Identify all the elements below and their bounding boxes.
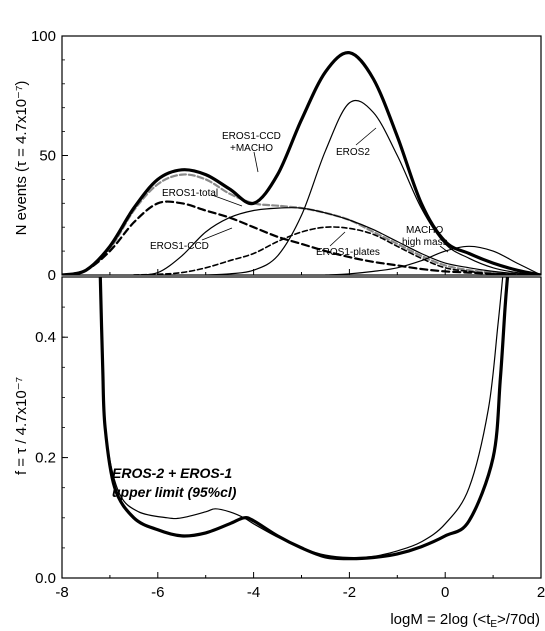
leader-eros1-total [211, 194, 243, 207]
annot-eros1-ccd: EROS1-CCD [150, 241, 209, 252]
x-tick-label-2: -4 [247, 584, 260, 601]
y-tick-label-0-0: 0 [48, 267, 56, 284]
annot-eros2: EROS2 [336, 147, 370, 158]
top-panel: 0 50 100 [31, 28, 542, 284]
annot-eros1ccd-macho-line1: EROS1-CCD [222, 131, 281, 142]
leader-macho [439, 245, 449, 253]
annot-macho-line2: high mass [402, 237, 448, 248]
x-tick-label-4: 0 [441, 584, 449, 601]
y-tick-label-0-1: 50 [39, 148, 56, 165]
leader-eros1-plates [329, 231, 346, 247]
leader-eros2 [355, 127, 377, 146]
annot-eros1-total: EROS1-total [162, 188, 218, 199]
x-tick-label-5: 2 [537, 584, 545, 601]
series-line-1-1 [99, 277, 504, 559]
series-line-0-6 [324, 245, 541, 275]
y-tick-label-1-2: 0.4 [35, 329, 56, 346]
series-line-0-5 [133, 207, 541, 275]
x-tick-label-1: -6 [151, 584, 164, 601]
series-line-0-1 [205, 99, 541, 275]
series-line-1-0 [98, 277, 510, 561]
bottom-annotations: EROS-2 + EROS-1 upper limit (95%cl) [112, 465, 237, 500]
x-tick-label-3: -2 [343, 584, 356, 601]
bottom-panel: 0.0 0.2 0.4 -8 -6 -4 -2 0 2 [35, 276, 545, 601]
plot-frame-1 [61, 276, 542, 579]
leader-ccd-macho [253, 151, 259, 173]
series-line-0-3 [62, 200, 541, 275]
top-y-axis-title: N events (τ = 4.7x10⁻⁷) [13, 81, 30, 236]
series-line-0-2 [62, 173, 541, 275]
x-tick-label-0: -8 [55, 584, 68, 601]
annot-eros1ccd-macho-line2: +MACHO [230, 143, 273, 154]
bottom-y-axis-title: f = τ / 4.7x10⁻⁷ [13, 377, 30, 475]
y-tick-label-0-2: 100 [31, 28, 56, 45]
y-tick-label-1-0: 0.0 [35, 570, 56, 587]
annot-eros1-plates: EROS1-plates [316, 247, 380, 258]
annot-macho-line1: MACHO [406, 225, 443, 236]
plot-frame-0 [61, 35, 542, 276]
series-line-0-0 [62, 51, 541, 275]
annot-upper-limit-line1: EROS-2 + EROS-1 [112, 465, 232, 481]
x-axis-title: logM = 2log (<tE>/70d) [390, 611, 540, 630]
y-tick-label-1-1: 0.2 [35, 450, 56, 467]
annot-upper-limit-line2: upper limit (95%cl) [112, 484, 237, 500]
leader-eros1-ccd [201, 227, 233, 241]
top-annotations: EROS1-CCD +MACHO EROS2 EROS1-total EROS1… [150, 127, 449, 258]
